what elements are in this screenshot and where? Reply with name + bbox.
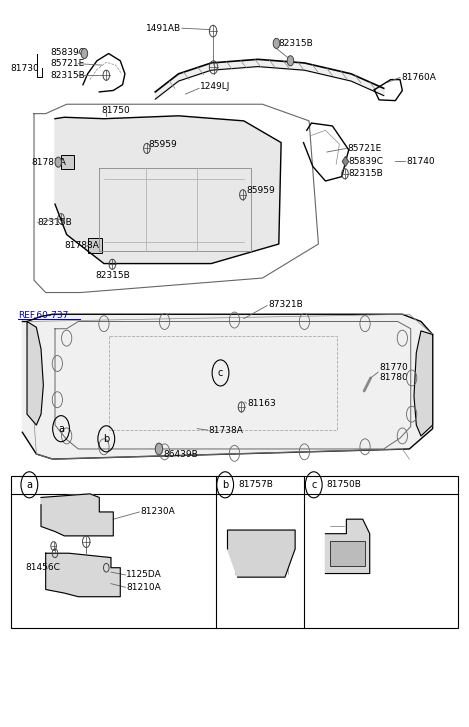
- Circle shape: [287, 56, 294, 66]
- Text: 81770: 81770: [379, 363, 408, 371]
- Polygon shape: [414, 331, 432, 436]
- Polygon shape: [27, 321, 43, 425]
- Text: 82315B: 82315B: [95, 270, 130, 280]
- Text: 81760A: 81760A: [401, 73, 436, 82]
- Text: 81210A: 81210A: [126, 583, 161, 592]
- Polygon shape: [342, 156, 349, 166]
- Text: 81740: 81740: [406, 157, 435, 166]
- Text: c: c: [311, 480, 317, 490]
- Text: c: c: [218, 368, 223, 378]
- Text: REF.60-737: REF.60-737: [18, 311, 68, 320]
- Polygon shape: [41, 494, 113, 536]
- Polygon shape: [55, 116, 281, 264]
- Text: 82315B: 82315B: [50, 71, 84, 80]
- Text: 85839C: 85839C: [50, 48, 85, 57]
- Text: a: a: [58, 424, 64, 434]
- Circle shape: [81, 49, 88, 59]
- Text: 81750: 81750: [102, 105, 130, 115]
- Text: a: a: [26, 480, 32, 490]
- Text: 81757B: 81757B: [238, 481, 273, 489]
- Text: 81730: 81730: [11, 64, 39, 73]
- Text: 81750B: 81750B: [327, 481, 362, 489]
- Text: b: b: [222, 480, 228, 490]
- Text: 82315B: 82315B: [38, 218, 73, 227]
- Text: 86439B: 86439B: [164, 449, 198, 459]
- Text: 1125DA: 1125DA: [126, 571, 162, 579]
- Polygon shape: [227, 530, 295, 577]
- Text: 1491AB: 1491AB: [146, 24, 181, 33]
- Text: b: b: [103, 434, 109, 443]
- Text: 85959: 85959: [148, 140, 177, 148]
- Polygon shape: [88, 238, 102, 253]
- Circle shape: [55, 157, 61, 167]
- Polygon shape: [23, 314, 432, 459]
- Text: 81163: 81163: [248, 399, 276, 408]
- Text: 82315B: 82315B: [279, 39, 314, 48]
- Text: 1249LJ: 1249LJ: [200, 82, 230, 92]
- Text: 81788A: 81788A: [64, 241, 99, 250]
- Bar: [11, 475, 458, 628]
- Text: 81787A: 81787A: [32, 158, 67, 166]
- Circle shape: [155, 443, 163, 455]
- Text: 81738A: 81738A: [209, 425, 244, 435]
- Text: 87321B: 87321B: [268, 300, 303, 309]
- Text: 85721E: 85721E: [348, 144, 382, 153]
- Circle shape: [273, 39, 280, 49]
- Polygon shape: [330, 541, 365, 566]
- Text: 85721E: 85721E: [50, 59, 84, 68]
- Text: 85839C: 85839C: [349, 157, 384, 166]
- Text: 82315B: 82315B: [349, 169, 384, 178]
- Polygon shape: [61, 155, 74, 169]
- Polygon shape: [45, 553, 120, 597]
- Text: 81780: 81780: [379, 373, 408, 382]
- Text: 81456C: 81456C: [26, 563, 61, 572]
- Text: 81230A: 81230A: [140, 507, 175, 516]
- Text: 85959: 85959: [246, 186, 275, 195]
- Polygon shape: [325, 519, 370, 574]
